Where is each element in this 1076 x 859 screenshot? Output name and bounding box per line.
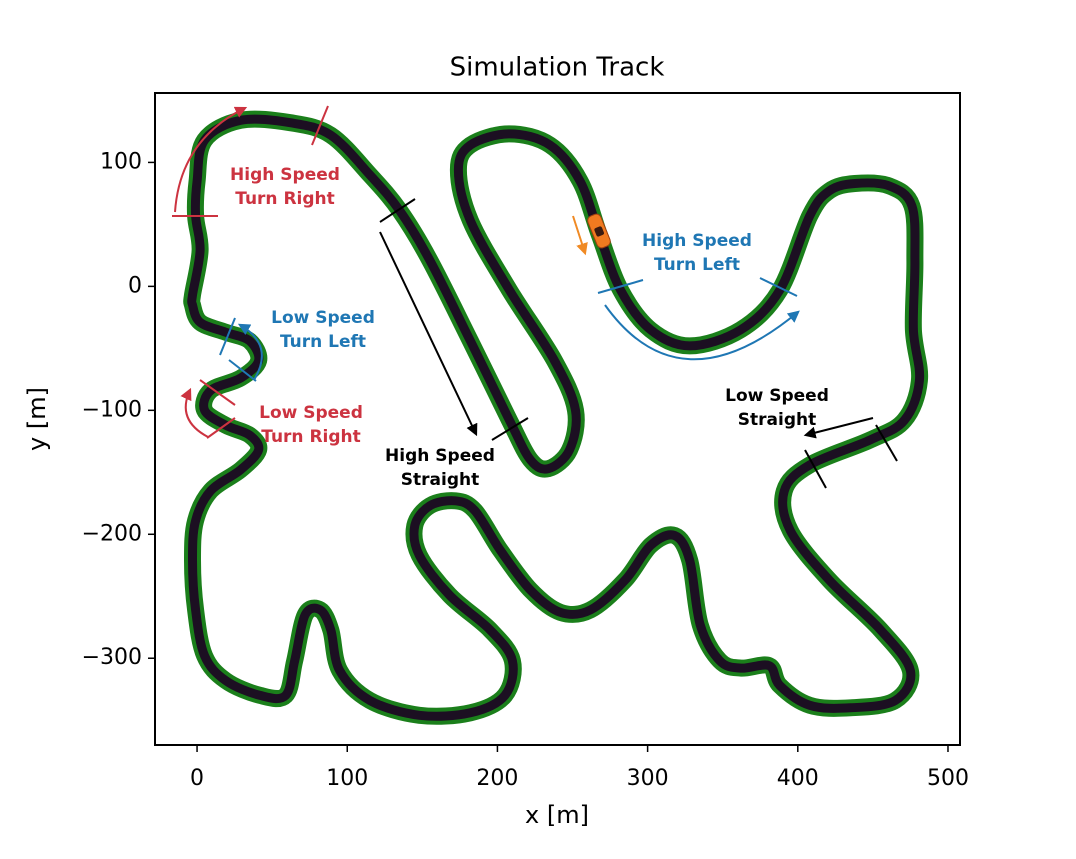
section-marker (597, 279, 644, 294)
annotation-text: High Speed (642, 231, 752, 251)
annotation-text: Straight (401, 470, 479, 490)
arrow (180, 387, 209, 438)
annotation-text: Low Speed (259, 403, 363, 423)
section-marker (228, 359, 257, 382)
track-line (187, 114, 925, 721)
section-marker (804, 449, 827, 489)
annotation-text: High Speed (230, 165, 340, 185)
section-marker (379, 198, 416, 223)
section-marker (311, 105, 329, 146)
plot-frame (154, 92, 961, 746)
annotation-text: Turn Left (654, 255, 740, 275)
x-axis-label: x [m] (525, 801, 589, 829)
arrow (379, 231, 478, 437)
annotation-text: Low Speed (725, 386, 829, 406)
annotation-text: Turn Right (261, 427, 361, 447)
arrow (174, 106, 248, 213)
x-tick-label: 100 (326, 766, 368, 791)
arrow (803, 417, 874, 439)
arrow (237, 323, 263, 381)
arrow (604, 304, 800, 361)
section-marker (875, 424, 898, 462)
car (587, 213, 611, 249)
y-tick-label: −300 (82, 645, 142, 670)
section-marker (219, 317, 236, 356)
arrow (572, 215, 588, 256)
x-tick-label: 300 (627, 766, 669, 791)
track-layer (183, 110, 929, 725)
x-tick-label: 500 (927, 766, 969, 791)
annotation-text: Turn Right (235, 189, 335, 209)
x-tick-label: 200 (476, 766, 518, 791)
y-axis-label: y [m] (23, 387, 51, 451)
y-tick-label: 100 (100, 149, 142, 174)
annotation-text: Straight (738, 410, 816, 430)
section-marker (206, 417, 236, 439)
y-tick-label: −100 (82, 397, 142, 422)
annotation-text: Turn Left (280, 332, 366, 352)
chart-title: Simulation Track (450, 53, 665, 83)
annotation-text: Low Speed (271, 308, 375, 328)
section-marker (491, 417, 529, 441)
annotation-text: High Speed (385, 446, 495, 466)
axes-layer: 0 100 200 300 400 500 −300 −200 −100 0 100 (82, 92, 969, 791)
y-tick-label: 0 (128, 273, 142, 298)
section-marker (199, 379, 236, 406)
x-tick-label: 400 (777, 766, 819, 791)
section-marker (759, 277, 798, 297)
annotation-layer: High Speed Turn Right Low Speed Turn Left Lo… (172, 105, 898, 490)
y-tick-label: −200 (82, 521, 142, 546)
x-tick-label: 0 (190, 766, 204, 791)
